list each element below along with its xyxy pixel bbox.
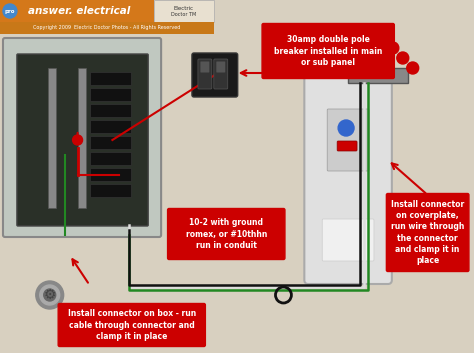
- Bar: [90, 120, 131, 133]
- Circle shape: [407, 62, 419, 74]
- FancyBboxPatch shape: [0, 22, 214, 34]
- Circle shape: [338, 120, 354, 136]
- Circle shape: [40, 285, 60, 305]
- Bar: [78, 68, 85, 208]
- Bar: [90, 152, 131, 165]
- Text: answer. electrical: answer. electrical: [28, 6, 130, 16]
- FancyBboxPatch shape: [0, 0, 154, 22]
- FancyBboxPatch shape: [386, 193, 469, 271]
- FancyBboxPatch shape: [327, 109, 369, 171]
- Circle shape: [429, 214, 442, 226]
- FancyBboxPatch shape: [3, 38, 161, 237]
- FancyBboxPatch shape: [17, 54, 148, 226]
- Text: Install connector on box - run
cable through connector and
clamp it in place: Install connector on box - run cable thr…: [68, 309, 196, 341]
- FancyBboxPatch shape: [304, 76, 392, 284]
- Text: 10-2 with ground
romex, or #10thhn
run in conduit: 10-2 with ground romex, or #10thhn run i…: [185, 219, 267, 250]
- Bar: [348, 68, 408, 83]
- FancyBboxPatch shape: [154, 0, 214, 22]
- Text: 30amp double pole
breaker installed in main
or sub panel: 30amp double pole breaker installed in m…: [274, 35, 383, 67]
- Circle shape: [387, 42, 399, 54]
- FancyBboxPatch shape: [216, 61, 225, 72]
- Text: Doctor TM: Doctor TM: [172, 12, 197, 17]
- Circle shape: [422, 206, 449, 234]
- Text: Install connector
on coverplate,
run wire through
the connector
and clamp it in
: Install connector on coverplate, run wir…: [391, 200, 465, 265]
- Circle shape: [44, 289, 55, 301]
- Bar: [90, 72, 131, 85]
- Bar: [90, 136, 131, 149]
- Circle shape: [3, 4, 17, 18]
- Bar: [90, 184, 131, 197]
- FancyBboxPatch shape: [192, 53, 237, 97]
- Bar: [90, 168, 131, 181]
- FancyBboxPatch shape: [198, 59, 212, 89]
- FancyBboxPatch shape: [168, 209, 285, 259]
- Text: Electric: Electric: [174, 6, 194, 11]
- Text: ⚙: ⚙: [429, 213, 442, 227]
- FancyBboxPatch shape: [214, 59, 228, 89]
- FancyBboxPatch shape: [58, 304, 205, 347]
- Text: ⚙: ⚙: [44, 288, 56, 302]
- FancyBboxPatch shape: [337, 141, 357, 151]
- Circle shape: [397, 52, 409, 64]
- FancyBboxPatch shape: [322, 219, 374, 261]
- Circle shape: [426, 210, 446, 230]
- Circle shape: [73, 135, 82, 145]
- Bar: [48, 68, 55, 208]
- Bar: [90, 104, 131, 117]
- Text: pro: pro: [5, 8, 15, 13]
- Bar: [90, 88, 131, 101]
- FancyBboxPatch shape: [262, 24, 394, 78]
- Text: Copyright 2009  Electric Doctor Photos - All Rights Reserved: Copyright 2009 Electric Doctor Photos - …: [33, 25, 180, 30]
- FancyBboxPatch shape: [201, 61, 210, 72]
- Circle shape: [36, 281, 64, 309]
